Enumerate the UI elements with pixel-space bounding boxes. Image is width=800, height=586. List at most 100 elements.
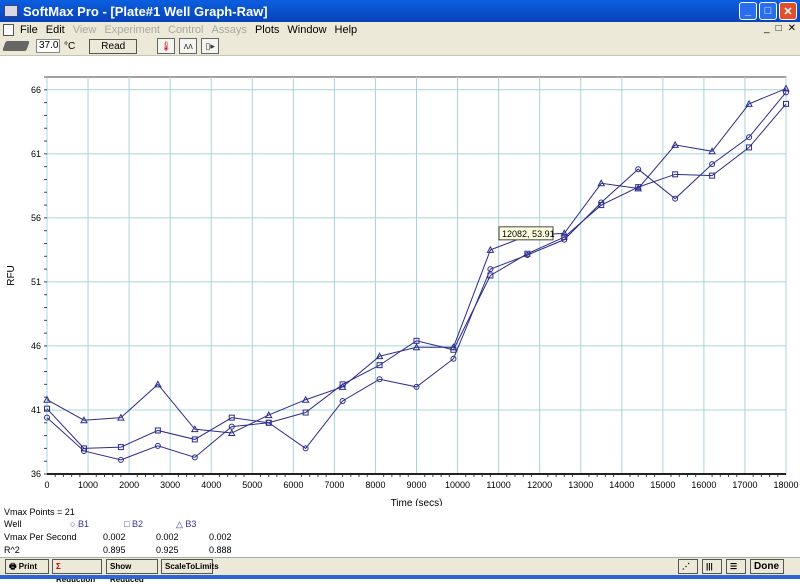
data-point-b3 (412, 343, 421, 351)
data-point-b2 (154, 427, 161, 434)
data-point-b2 (302, 409, 309, 416)
x-axis-label: Time (secs) (391, 498, 443, 506)
x-tick-label: 2000 (119, 480, 139, 490)
x-tick-label: 0 (44, 480, 49, 490)
well-label: Well (4, 519, 22, 529)
menu-help[interactable]: Help (334, 23, 358, 36)
data-point-b2 (561, 234, 568, 241)
y-tick-label: 36 (31, 469, 41, 479)
menu-view: View (72, 23, 97, 36)
x-tick-label: 6000 (283, 480, 303, 490)
maximize-button[interactable]: □ (759, 2, 777, 20)
x-tick-label: 5000 (242, 480, 262, 490)
y-tick-label: 66 (31, 85, 41, 95)
x-tick-label: 9000 (406, 480, 426, 490)
done-button[interactable]: Done (750, 559, 784, 574)
mdi-minimize-button[interactable]: _ (764, 23, 770, 34)
menu-assays: Assays (211, 23, 247, 36)
data-point-b3 (449, 343, 458, 351)
vmax-label: Vmax Per Second (4, 532, 77, 542)
data-point-b3 (671, 140, 679, 148)
data-point-b3 (634, 184, 643, 192)
data-point-b1 (117, 456, 124, 463)
data-point-b2 (783, 100, 789, 107)
x-tick-label: 12000 (527, 480, 552, 490)
minimize-button[interactable]: _ (739, 2, 757, 20)
data-point-b2 (746, 144, 753, 151)
print-label: Print (18, 562, 38, 571)
grid-icon[interactable]: ||| (702, 559, 722, 574)
app-icon (4, 5, 18, 17)
legend-b3: △ B3 (176, 519, 197, 529)
tooltip-text: 12082, 53.91 (502, 229, 555, 239)
data-point-b3 (301, 395, 310, 403)
menu-control: Control (168, 23, 204, 36)
data-point-b3 (745, 99, 753, 107)
data-point-b1 (44, 414, 50, 421)
taskbar-strip (0, 575, 800, 579)
r2-b3: 0.888 (209, 545, 232, 555)
sigma-icon: Σ (56, 562, 61, 571)
x-tick-label: 1000 (78, 480, 98, 490)
data-point-b3 (560, 229, 569, 237)
data-point-b1 (709, 161, 716, 168)
data-point-b3 (264, 411, 273, 419)
data-point-b1 (746, 134, 753, 141)
temperature-field[interactable]: 37.0 (36, 39, 60, 53)
menu-experiment: Experiment (104, 23, 160, 36)
data-point-b1 (672, 195, 679, 202)
data-point-b1 (302, 445, 309, 452)
list-icon[interactable]: ☰ (726, 559, 746, 574)
thermometer-icon[interactable]: 🌡 (157, 38, 176, 54)
reduction-button[interactable]: Σ Reduction (52, 559, 102, 584)
x-tick-label: 16000 (691, 480, 716, 490)
toolbar: 37.0 °C Read 🌡 ᴧᴧ ▯▸ (0, 37, 800, 56)
data-point-b1 (783, 89, 789, 96)
graph-options-icon[interactable]: ⋰ (678, 559, 698, 574)
vmax-b1: 0.002 (103, 532, 126, 542)
series-line-b1 (46, 92, 787, 461)
data-point-b1 (487, 266, 494, 273)
x-tick-label: 7000 (324, 480, 344, 490)
data-point-b3 (782, 84, 790, 92)
data-point-b2 (44, 405, 50, 412)
scale-to-limits-button[interactable]: ScaleToLimits (161, 559, 219, 574)
data-point-b3 (597, 179, 606, 187)
kinetic-icon[interactable]: ᴧᴧ (179, 38, 198, 54)
close-button[interactable]: ✕ (779, 2, 797, 20)
legend-b1-label: B1 (77, 519, 89, 529)
legend-b1: ○ B1 (70, 519, 89, 529)
y-tick-label: 41 (31, 405, 41, 415)
x-tick-label: 3000 (160, 480, 180, 490)
menu-window[interactable]: Window (287, 23, 327, 36)
data-point-b1 (154, 442, 161, 449)
x-tick-label: 14000 (609, 480, 634, 490)
data-point-b2 (117, 444, 124, 451)
print-button[interactable]: 🖶 Print (5, 559, 49, 574)
document-icon[interactable] (3, 23, 14, 36)
x-tick-label: 8000 (365, 480, 385, 490)
show-reduced-button[interactable]: Show Reduced (106, 559, 158, 584)
read-button[interactable]: Read (89, 38, 138, 54)
plate-carrier-icon[interactable]: ▯▸ (201, 38, 220, 54)
x-tick-label: 11000 (486, 480, 510, 490)
data-point-b1 (339, 398, 346, 405)
legend-b2-label: B2 (131, 519, 143, 529)
mdi-restore-button[interactable]: □ (775, 23, 782, 34)
data-point-b2 (265, 419, 272, 426)
data-point-b2 (598, 202, 605, 209)
y-tick-label: 46 (31, 341, 41, 351)
printer-icon: 🖶 (9, 562, 17, 571)
data-point-b2 (376, 362, 383, 369)
menu-file[interactable]: File (20, 23, 38, 36)
x-tick-label: 18000 (773, 480, 798, 490)
window-title: SoftMax Pro - [Plate#1 Well Graph-Raw] (23, 3, 268, 19)
data-point-b2 (672, 171, 679, 178)
menu-plots[interactable]: Plots (254, 23, 280, 36)
mdi-close-button[interactable]: ✕ (787, 23, 796, 34)
well-graph[interactable]: 0 1000 2000 3000 4000 5000 6000 7000 8000 9000 100… (0, 56, 800, 506)
menu-bar: File Edit View Experiment Control Assays Plots… (0, 22, 800, 37)
menu-edit[interactable]: Edit (45, 23, 65, 36)
plate-icon[interactable] (2, 41, 30, 51)
x-tick-label: 10000 (445, 480, 470, 490)
